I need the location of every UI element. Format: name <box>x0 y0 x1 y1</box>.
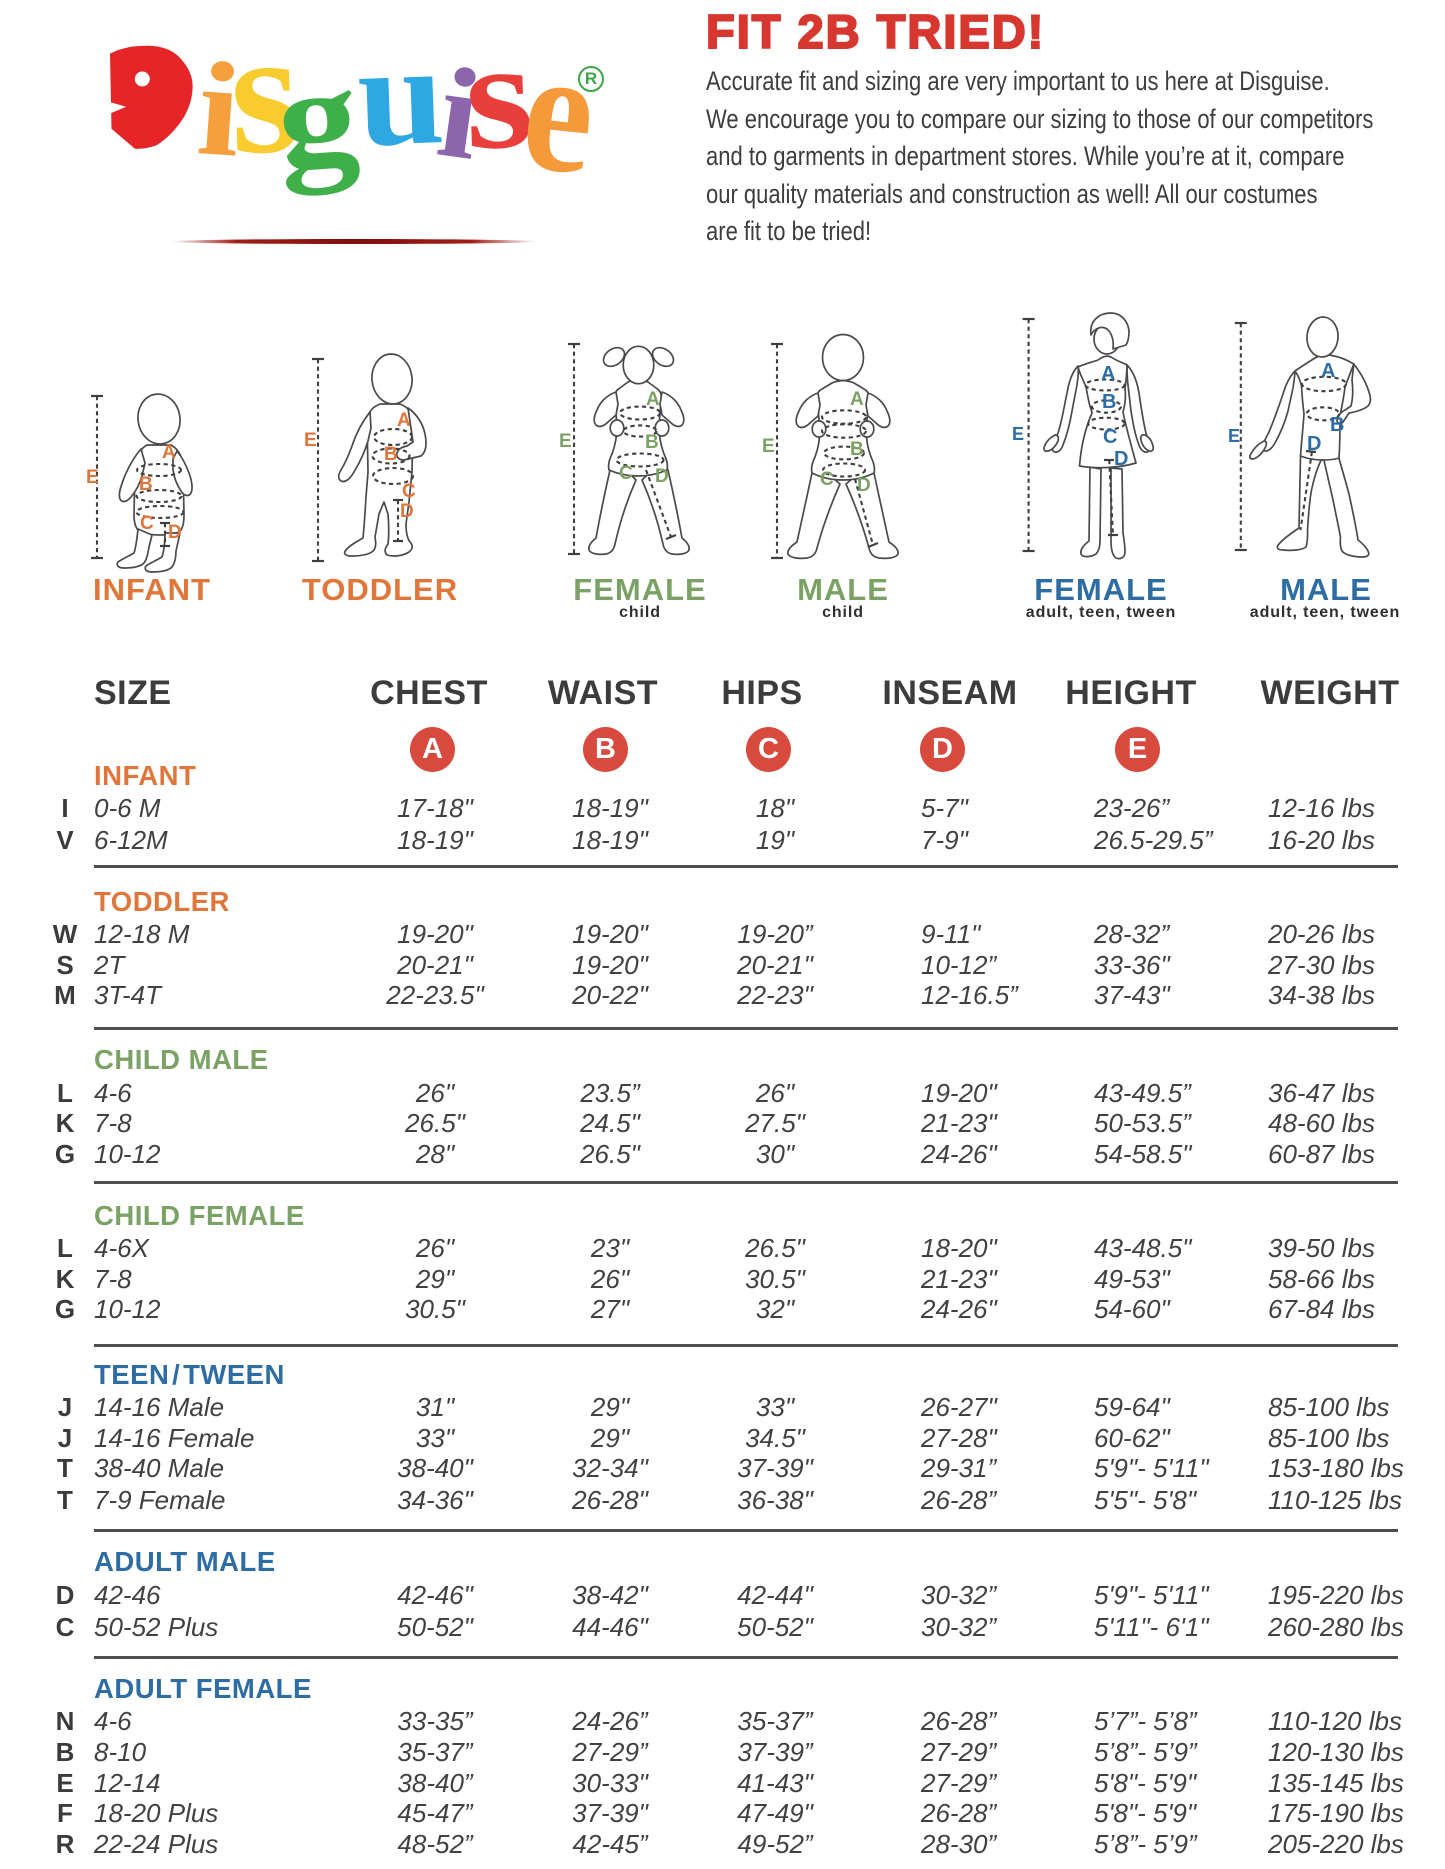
svg-text:C: C <box>402 481 416 502</box>
svg-text:E: E <box>304 430 317 451</box>
svg-text:E: E <box>559 431 572 452</box>
svg-text:E: E <box>86 467 99 488</box>
svg-text:A: A <box>397 410 411 431</box>
svg-text:D: D <box>1307 433 1321 455</box>
svg-text:E: E <box>1228 426 1240 446</box>
svg-text:D: D <box>1114 448 1128 470</box>
svg-text:A: A <box>1101 363 1115 385</box>
svg-text:B: B <box>139 474 153 495</box>
svg-text:C: C <box>619 463 633 484</box>
svg-text:C: C <box>140 513 154 534</box>
svg-text:B: B <box>384 444 398 465</box>
svg-text:D: D <box>655 466 669 487</box>
svg-text:D: D <box>168 522 182 543</box>
svg-text:A: A <box>850 389 864 410</box>
svg-text:B: B <box>645 432 659 453</box>
svg-text:B: B <box>1330 414 1344 436</box>
svg-text:A: A <box>162 442 176 463</box>
svg-text:D: D <box>400 501 414 522</box>
svg-text:D: D <box>857 475 871 496</box>
svg-text:A: A <box>1321 360 1335 382</box>
svg-text:A: A <box>646 389 660 410</box>
svg-text:C: C <box>820 469 834 490</box>
svg-text:E: E <box>1012 424 1024 444</box>
svg-text:B: B <box>1102 391 1116 413</box>
svg-text:B: B <box>850 439 864 460</box>
svg-text:E: E <box>762 436 775 457</box>
svg-text:C: C <box>1103 426 1117 448</box>
